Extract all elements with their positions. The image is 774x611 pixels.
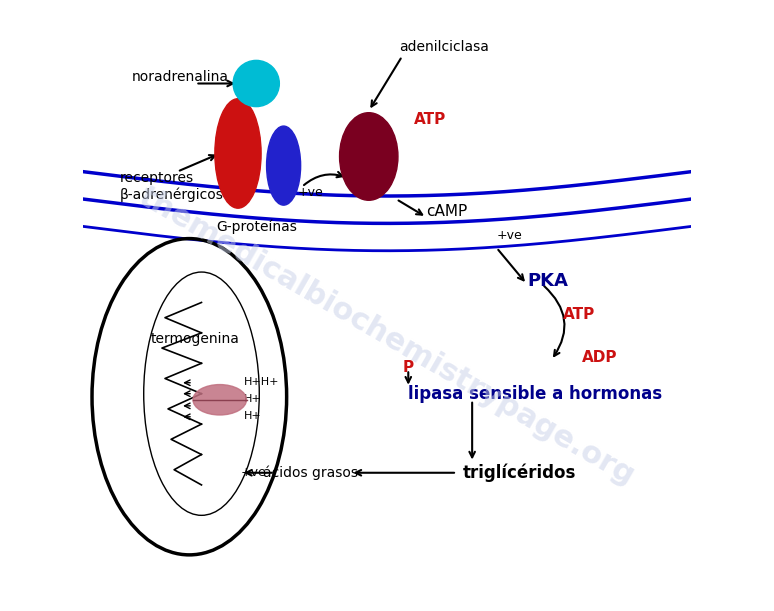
Text: lipasa sensible a hormonas: lipasa sensible a hormonas: [409, 385, 663, 403]
Text: receptores
β-adrenérgicos: receptores β-adrenérgicos: [119, 172, 223, 202]
Text: ATP: ATP: [563, 307, 596, 322]
Text: triglícéridos: triglícéridos: [463, 464, 577, 482]
Text: H+: H+: [244, 393, 262, 403]
Text: ATP: ATP: [414, 112, 447, 128]
Text: +ve: +ve: [240, 466, 266, 479]
Ellipse shape: [266, 126, 300, 205]
Text: cAMP: cAMP: [426, 203, 467, 219]
Text: G-proteínas: G-proteínas: [216, 219, 296, 233]
Text: adenilciclasa: adenilciclasa: [399, 40, 489, 54]
Text: H+: H+: [244, 411, 262, 420]
Text: termogenina: termogenina: [151, 332, 240, 346]
Text: PKA: PKA: [527, 272, 568, 290]
Text: H+H+: H+H+: [244, 376, 279, 387]
Ellipse shape: [215, 99, 261, 208]
Text: +ve: +ve: [298, 186, 324, 199]
Ellipse shape: [193, 384, 246, 415]
Text: P: P: [402, 360, 414, 375]
Text: noradrenalina: noradrenalina: [132, 70, 228, 84]
Circle shape: [233, 60, 279, 106]
Text: themedicalbiochemistrypage.org: themedicalbiochemistrypage.org: [134, 181, 640, 491]
Text: ADP: ADP: [581, 349, 617, 365]
Text: ácidos grasos: ácidos grasos: [263, 466, 358, 480]
Ellipse shape: [340, 112, 398, 200]
Text: +ve: +ve: [496, 229, 522, 242]
